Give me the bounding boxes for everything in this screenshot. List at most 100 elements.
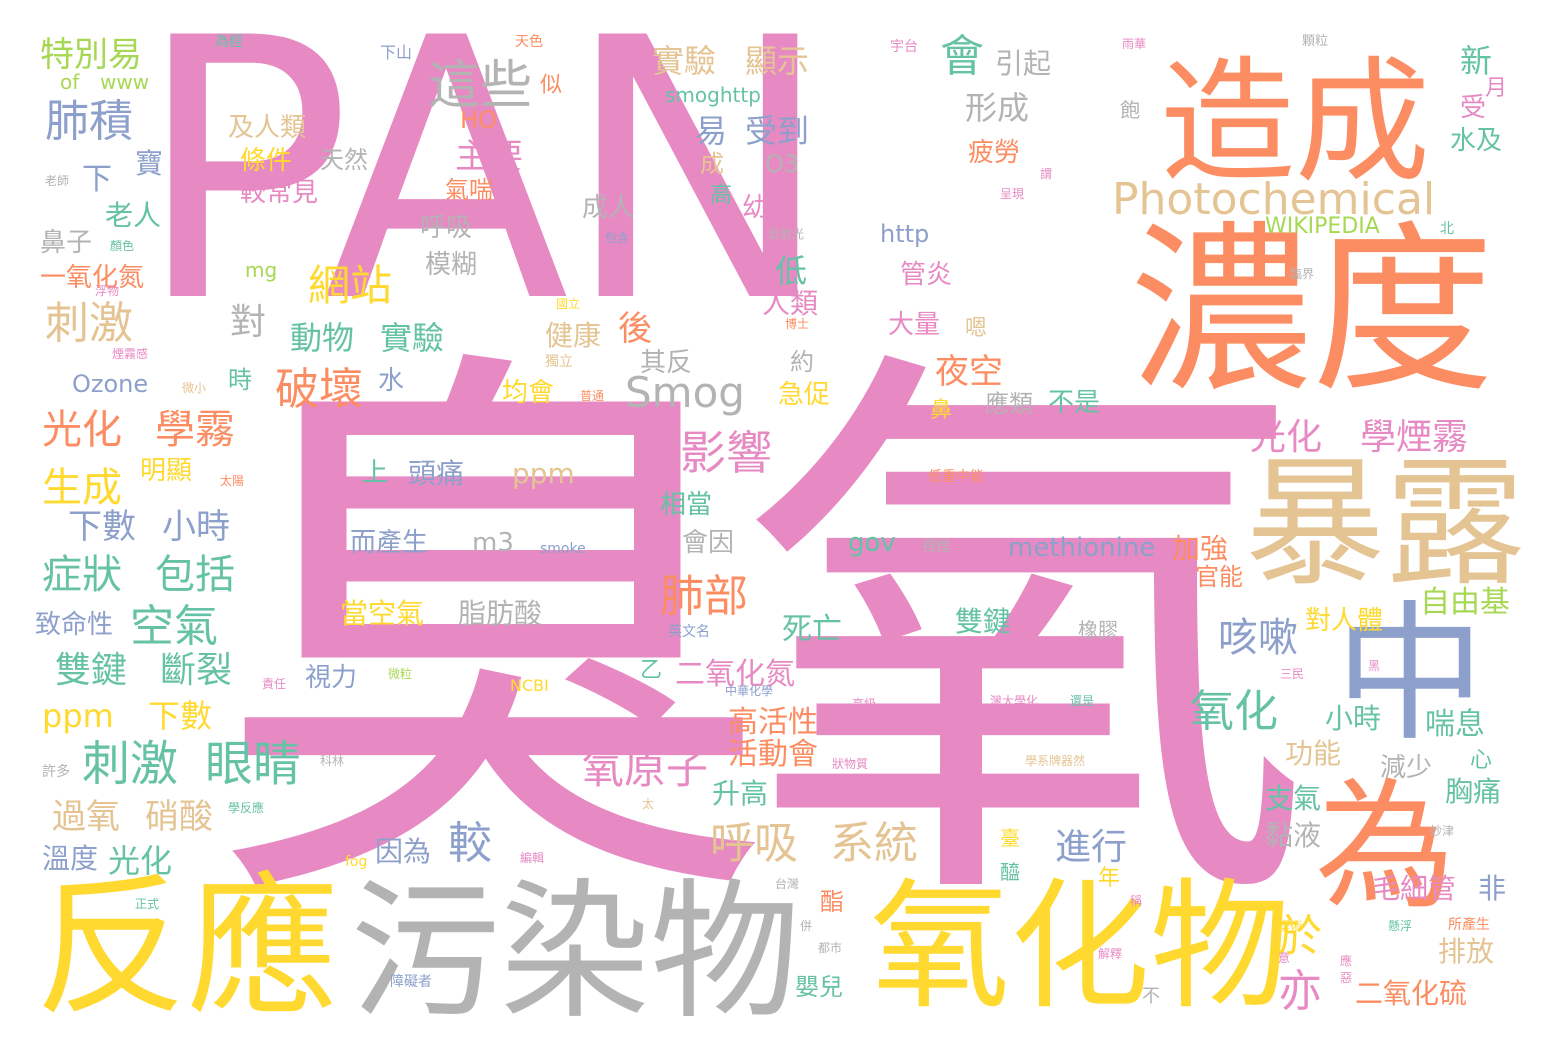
word: 學霧 <box>155 407 235 453</box>
word: 受到 <box>745 112 810 150</box>
word: WIKIPEDIA <box>1265 214 1380 239</box>
word: 下數 <box>68 507 136 547</box>
word: 動物 <box>290 319 355 357</box>
word: 官能 <box>1195 563 1243 591</box>
word: 頭痛 <box>408 457 465 490</box>
word: 對 <box>230 302 267 343</box>
word: 新 <box>1460 42 1493 80</box>
word: 視力 <box>305 663 358 693</box>
word: 這些 <box>428 56 533 116</box>
word: 呼吸 <box>710 818 798 869</box>
word: 黏液 <box>1265 819 1322 852</box>
word: 幼童 <box>742 193 795 223</box>
word: 實驗 <box>652 42 717 80</box>
word: 北 <box>1440 221 1454 237</box>
word: 人類 <box>762 287 819 320</box>
word: 國立 <box>556 297 581 311</box>
word: 光化 <box>108 842 173 880</box>
word: 支氣 <box>1265 782 1322 815</box>
word: m3 <box>472 528 514 558</box>
word: 狀物質 <box>832 757 869 771</box>
word: 高 <box>710 183 733 208</box>
word: 均會 <box>502 378 555 408</box>
word: 下 <box>82 162 112 197</box>
word: 較 <box>448 818 492 869</box>
word: 眼睛 <box>205 736 302 792</box>
word: 水及 <box>1450 126 1503 156</box>
word: 微粒 <box>388 667 413 681</box>
word: 系統 <box>830 818 918 869</box>
word: 天色 <box>515 34 543 50</box>
word: 學術 <box>1278 919 1303 933</box>
word: 對人體 <box>1305 606 1384 636</box>
word: 二氧化硫 <box>1355 977 1468 1010</box>
word: 老師 <box>45 174 70 188</box>
word: 為 <box>1315 766 1456 929</box>
word: 暴露 <box>1245 443 1526 606</box>
word: 條件 <box>240 146 293 176</box>
word: 似 <box>540 73 563 98</box>
word: 雙鍵 <box>55 650 128 691</box>
word: 老人 <box>105 199 162 232</box>
word: 肺部 <box>660 571 748 622</box>
word: 濃度 <box>1130 205 1494 417</box>
word: 受 <box>1460 93 1487 123</box>
word: O3 <box>765 150 800 178</box>
word: 懸浮 <box>1388 919 1413 933</box>
word: 黑 <box>1368 659 1381 673</box>
word: 寶 <box>135 147 164 180</box>
word: 過氧 <box>52 797 120 837</box>
word: 非 <box>1478 872 1507 905</box>
word: 惡 <box>1340 971 1353 985</box>
word: 為經 <box>215 34 243 50</box>
word: Ozone <box>72 370 149 398</box>
word: 太陽 <box>220 474 245 488</box>
word: 升高 <box>712 777 769 810</box>
word: 臺 <box>1000 826 1020 850</box>
word: 上 <box>362 458 389 488</box>
word: PAN <box>135 0 833 381</box>
word: smoghttp <box>665 83 761 107</box>
word: 疲勞 <box>968 138 1021 168</box>
word: 年 <box>1098 866 1121 891</box>
word: 嬰兒 <box>795 973 843 1001</box>
word: 乙 <box>640 658 663 683</box>
word: fog <box>345 854 368 870</box>
word: 什麼 <box>878 367 903 381</box>
word: 實驗 <box>380 319 445 357</box>
word: 台灣 <box>775 877 800 891</box>
word: 健康 <box>545 319 602 352</box>
word: 許多 <box>42 764 70 780</box>
word: 編輯 <box>520 851 545 865</box>
word: 急促 <box>778 380 831 410</box>
word: 自由基 <box>1420 585 1510 620</box>
word: 月 <box>1485 76 1508 101</box>
word: 小時 <box>1325 702 1382 735</box>
word: 嗯 <box>965 316 988 341</box>
word: 排放 <box>1438 935 1495 968</box>
word: 較常見 <box>240 178 319 208</box>
word: 症狀 <box>42 552 122 598</box>
word: 喘息 <box>1425 707 1485 742</box>
word: 低 <box>775 252 808 290</box>
word: 雙鍵 <box>955 605 1012 638</box>
word: 脂肪酸 <box>458 597 543 630</box>
word: 不 <box>1142 986 1160 1007</box>
word: 都市 <box>818 941 843 955</box>
word: 破壞 <box>275 364 363 415</box>
word: 氧化物 <box>870 866 1291 1029</box>
word: 障礙者 <box>390 974 432 990</box>
word: 視程 <box>922 539 950 555</box>
word: 呼吸 <box>420 213 473 243</box>
word: 成人 <box>582 193 635 223</box>
word: methionine <box>1008 533 1156 563</box>
word: 硝酸 <box>145 797 213 837</box>
word: 獨立 <box>545 354 573 370</box>
word: 毛細管 <box>1372 872 1457 905</box>
word: 呈現 <box>1000 187 1025 201</box>
word: 污染物 <box>350 866 801 1040</box>
word: 二氧化氮 <box>675 657 795 692</box>
word: 顆粒 <box>1302 34 1329 49</box>
word: 中華化學 <box>725 684 774 698</box>
